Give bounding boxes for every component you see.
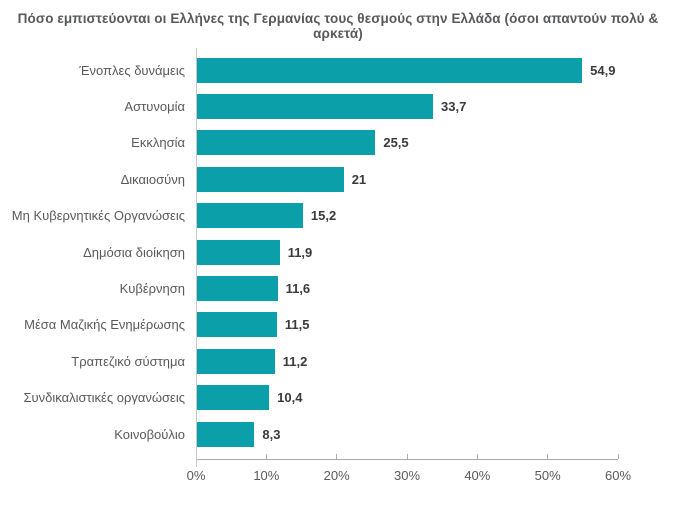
bar bbox=[196, 166, 344, 192]
value-label: 11,9 bbox=[287, 244, 313, 260]
bar-row: Μέσα Μαζικής Ενημέρωσης 11,5 bbox=[0, 307, 676, 343]
bar bbox=[196, 348, 275, 374]
bar bbox=[196, 421, 255, 447]
value-label: 8,3 bbox=[262, 426, 281, 442]
value-label: 11,2 bbox=[282, 353, 308, 369]
bar-chart: Ένοπλες δυνάμεις 54,9 Αστυνομία 33,7 Εκκλησί… bbox=[0, 48, 676, 493]
bar bbox=[196, 312, 277, 338]
bar bbox=[196, 239, 280, 265]
chart-title: Πόσο εμπιστεύονται οι Ελλήνες της Γερμαν… bbox=[17, 11, 659, 41]
bar-rows: Ένοπλες δυνάμεις 54,9 Αστυνομία 33,7 Εκκλησί… bbox=[0, 52, 676, 452]
bar bbox=[196, 203, 303, 229]
x-axis: 0% 10% 20% 30% 40% 50% 60% bbox=[0, 454, 676, 493]
bar-row: Αστυνομία 33,7 bbox=[0, 88, 676, 124]
bar-track: 8,3 bbox=[196, 421, 618, 447]
y-axis-line bbox=[196, 48, 197, 467]
category-label: Κυβέρνηση bbox=[119, 281, 185, 297]
category-label: Εκκλησία bbox=[131, 135, 185, 151]
bar-row: Μη Κυβερνητικές Οργανώσεις 15,2 bbox=[0, 198, 676, 234]
bar bbox=[196, 94, 434, 120]
value-label: 11,6 bbox=[285, 281, 311, 297]
bar-row: Ένοπλες δυνάμεις 54,9 bbox=[0, 52, 676, 88]
x-axis-tick bbox=[617, 454, 619, 460]
bar-row: Κοινοβούλιο 8,3 bbox=[0, 416, 676, 452]
bar-track: 25,5 bbox=[196, 130, 618, 156]
x-axis-tick-label: 50% bbox=[534, 468, 561, 484]
bar bbox=[196, 385, 270, 411]
x-axis-tick-label: 10% bbox=[253, 468, 280, 484]
bar-track: 33,7 bbox=[196, 94, 618, 120]
value-label: 25,5 bbox=[383, 135, 409, 151]
x-axis-scale: 0% 10% 20% 30% 40% 50% 60% bbox=[187, 454, 631, 493]
x-axis-tick-label: 20% bbox=[323, 468, 350, 484]
bar-row: Δημόσια διοίκηση 11,9 bbox=[0, 234, 676, 270]
bar-track: 11,2 bbox=[196, 348, 618, 374]
bar-track: 11,6 bbox=[196, 276, 618, 302]
value-label: 10,4 bbox=[277, 390, 303, 406]
x-axis-tick bbox=[547, 454, 549, 460]
x-axis-tick bbox=[265, 454, 267, 460]
value-label: 54,9 bbox=[590, 62, 616, 78]
x-axis-tick-label: 60% bbox=[604, 468, 632, 484]
bar bbox=[196, 130, 376, 156]
x-axis-tick bbox=[406, 454, 408, 460]
bar-track: 11,5 bbox=[196, 312, 618, 338]
bar-row: Τραπεζικό σύστημα 11,2 bbox=[0, 343, 676, 379]
category-label: Τραπεζικό σύστημα bbox=[71, 353, 185, 369]
bar-row: Εκκλησία 25,5 bbox=[0, 125, 676, 161]
x-axis-line bbox=[196, 459, 618, 461]
category-label: Μη Κυβερνητικές Οργανώσεις bbox=[11, 208, 185, 224]
bar-row: Συνδικαλιστικές οργανώσεις 10,4 bbox=[0, 380, 676, 416]
category-label: Αστυνομία bbox=[124, 99, 185, 115]
value-label: 21 bbox=[351, 171, 367, 187]
bar-row: Κυβέρνηση 11,6 bbox=[0, 270, 676, 306]
bar-track: 11,9 bbox=[196, 239, 618, 265]
bar bbox=[196, 276, 278, 302]
category-label: Ένοπλες δυνάμεις bbox=[79, 62, 185, 78]
category-label: Δημόσια διοίκηση bbox=[83, 244, 185, 260]
x-axis-tick-label: 0% bbox=[186, 468, 206, 484]
bar-track: 54,9 bbox=[196, 57, 618, 83]
bar-track: 21 bbox=[196, 166, 618, 192]
value-label: 15,2 bbox=[310, 208, 337, 224]
bar bbox=[196, 57, 583, 83]
axis-spacer bbox=[0, 459, 196, 493]
category-label: Κοινοβούλιο bbox=[114, 426, 185, 442]
category-label: Συνδικαλιστικές οργανώσεις bbox=[23, 390, 186, 406]
bar-row: Δικαιοσύνη 21 bbox=[0, 161, 676, 197]
bar-track: 10,4 bbox=[196, 385, 618, 411]
x-axis-tick-label: 40% bbox=[464, 468, 491, 484]
x-axis-tick-label: 30% bbox=[393, 468, 421, 484]
value-label: 33,7 bbox=[441, 99, 467, 115]
x-axis-tick bbox=[336, 454, 338, 460]
x-axis-tick bbox=[476, 454, 478, 460]
bar-track: 15,2 bbox=[196, 203, 618, 229]
value-label: 11,5 bbox=[284, 317, 310, 333]
category-label: Μέσα Μαζικής Ενημέρωσης bbox=[24, 317, 185, 333]
category-label: Δικαιοσύνη bbox=[120, 171, 185, 187]
